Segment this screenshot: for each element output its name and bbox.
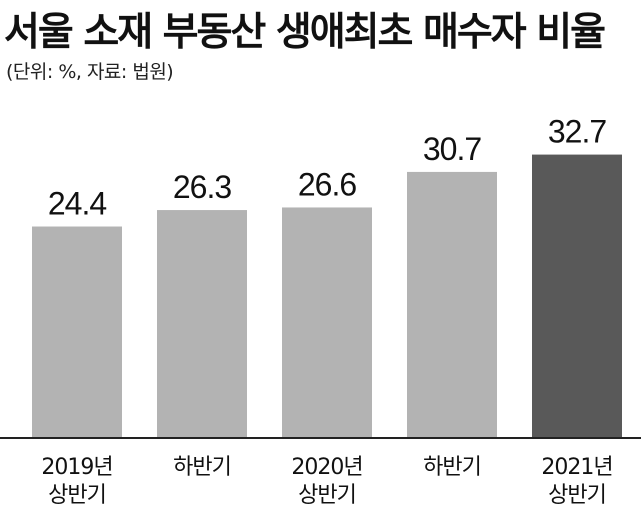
value-label-1: 24.4 [48, 186, 106, 222]
category-label-1-line-1: 2019년 [41, 455, 112, 480]
chart-title: 서울 소재 부동산 생애최초 매수자 비율 [4, 10, 606, 55]
bar-3 [282, 207, 372, 438]
category-label-5-line-2: 상반기 [548, 483, 606, 508]
bar-4 [407, 171, 497, 438]
category-label-2-line-1: 하반기 [173, 455, 231, 480]
category-label-3-line-1: 2020년 [291, 455, 362, 480]
category-label-4-line-1: 하반기 [423, 455, 481, 480]
bar-2 [157, 210, 247, 438]
category-label-3-line-2: 상반기 [298, 483, 356, 508]
value-label-4: 30.7 [423, 131, 481, 167]
value-label-5: 32.7 [548, 114, 606, 150]
category-label-5-line-1: 2021년 [541, 455, 612, 480]
bar-1 [32, 226, 122, 438]
value-label-2: 26.3 [173, 169, 231, 205]
bar-5 [532, 154, 622, 438]
category-label-1-line-2: 상반기 [48, 483, 106, 508]
value-label-3: 26.6 [298, 166, 356, 202]
chart-subtitle: (단위: %, 자료: 법원) [6, 61, 174, 83]
